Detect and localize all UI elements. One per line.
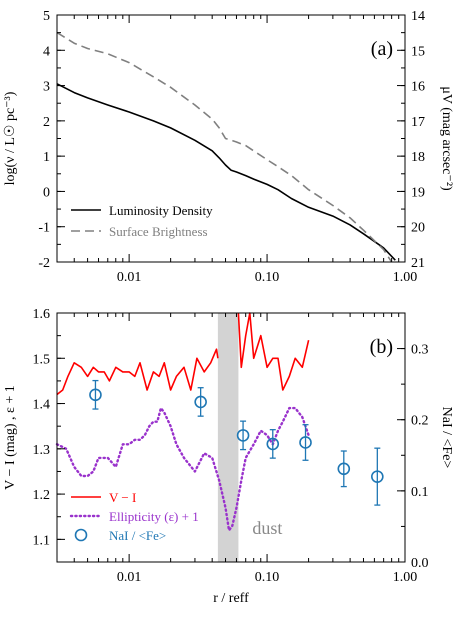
panel-b-y-left-tick-label: 1.4 (33, 398, 51, 413)
panel-a-y-right-title: μV (mag arcsec⁻²) (439, 86, 454, 191)
panel-a-y-left-tick-label: 2 (43, 115, 50, 130)
panel-a-x-tick-label: 1.00 (393, 270, 418, 285)
panel-a-y-right-tick-label: 16 (411, 80, 425, 95)
panel-b-y-left-tick-label: 1.2 (33, 488, 51, 503)
panel-b-series-1-line (55, 406, 310, 532)
panel-b-x-title: r / reff (213, 591, 249, 606)
panel-b-legend-0-label: V − I (109, 490, 136, 505)
panel-b-y-left-tick-label: 1.3 (33, 443, 51, 458)
panel-b-y-left-tick-label: 1.1 (33, 533, 51, 548)
panel-b-dust-label: dust (252, 518, 282, 538)
panel-a-y-left-tick-label: 3 (43, 80, 50, 95)
panel-b-y-right-title: NaI / <Fe> (439, 407, 454, 469)
panel-a-y-left-title: log(ν / L☉ pc⁻³) (3, 91, 18, 185)
panel-a-legend-1-label: Surface Brightness (109, 224, 208, 239)
panel-a-y-left-tick-label: 1 (43, 150, 50, 165)
panel-b-y-right-tick-label: 0.0 (411, 556, 429, 571)
panel-b-legend-1-label: Ellipticity (ε) + 1 (109, 509, 199, 524)
panel-a-y-right-tick-label: 20 (411, 221, 425, 236)
panel-b-x-tick-label: 0.10 (255, 570, 280, 585)
panel-a-legend-0-label: Luminosity Density (109, 203, 213, 218)
panel-b-y-left-tick-label: 1.5 (33, 352, 51, 367)
panel-a-y-left-tick-label: -1 (38, 221, 50, 236)
panel-b-x-tick-label: 0.01 (117, 570, 142, 585)
panel-a-y-left-tick-label: 4 (43, 44, 50, 59)
panel-b-legend-2-marker (74, 528, 88, 542)
panel-b-y-right-tick-label: 0.3 (411, 343, 429, 358)
panel-a-series-1-line (56, 31, 393, 263)
panel-a-y-right-tick-label: 21 (411, 256, 425, 271)
panel-b-series-2-point (236, 429, 250, 442)
panel-b-series-0-line-segment-2 (237, 312, 310, 391)
panel-b-y-right-tick-label: 0.1 (411, 485, 429, 500)
panel-a-y-left-tick-label: 0 (43, 185, 50, 200)
panel-a-y-right-tick-label: 17 (411, 115, 425, 130)
panel-a-y-left-tick-label: 5 (43, 9, 50, 24)
panel-b-series-2-point (371, 470, 384, 483)
panel-a-y-right-tick-label: 18 (411, 150, 425, 165)
panel-b-series-2-point (299, 436, 312, 449)
panel-b-series-2-point (194, 395, 207, 409)
panel-b-series-0-line (56, 348, 219, 396)
panel-b-frame (56, 312, 406, 563)
panel-a-series-0-line (56, 83, 396, 261)
panel-a-label: (a) (371, 38, 393, 60)
panel-a-y-right-tick-label: 19 (411, 185, 425, 200)
panel-b-y-left-title: V − I (mag) , ε + 1 (3, 385, 18, 490)
panel-b-y-left-tick-label: 1.6 (33, 307, 51, 322)
panel-b-x-tick-label: 1.00 (393, 570, 418, 585)
panel-b-series-2-point (266, 437, 280, 451)
panel-a-y-left-tick-label: -2 (38, 256, 50, 271)
panel-b-series-2-point (89, 388, 102, 402)
panel-b-label: (b) (370, 336, 393, 358)
panel-a-x-tick-label: 0.10 (255, 270, 280, 285)
panel-b-series-2-point (337, 462, 351, 476)
panel-a-y-right-tick-label: 15 (411, 44, 425, 59)
panel-b-legend-2-label: NaI / <Fe> (109, 528, 166, 543)
panel-b-y-right-tick-label: 0.2 (411, 414, 429, 429)
panel-a-y-right-tick-label: 14 (411, 9, 425, 24)
panel-b-dust-region (217, 313, 239, 562)
panel-a-x-tick-label: 0.01 (117, 270, 142, 285)
